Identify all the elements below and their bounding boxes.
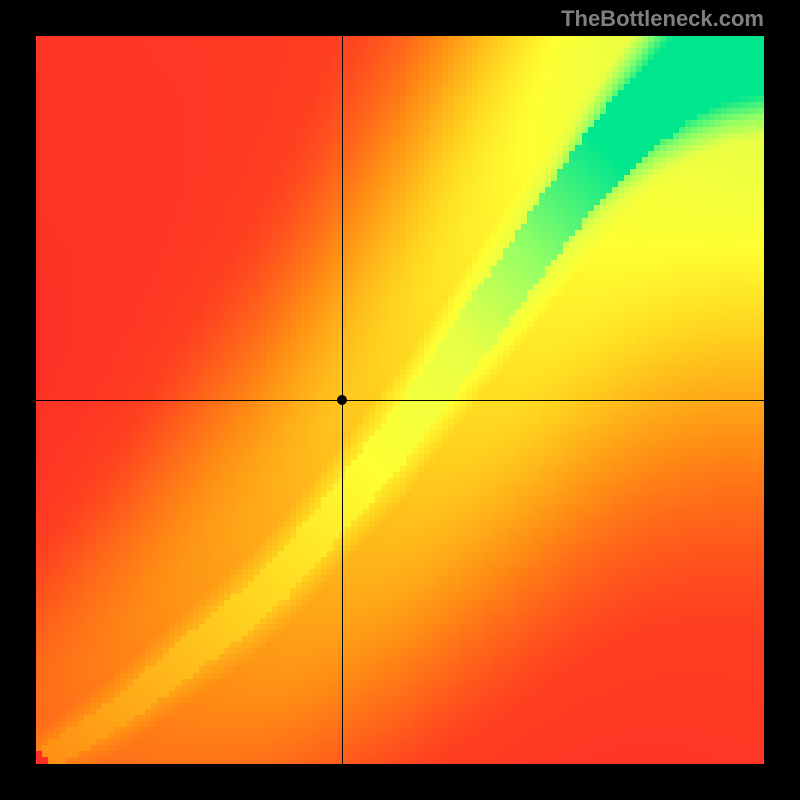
watermark-text: TheBottleneck.com: [561, 6, 764, 32]
data-point-marker: [337, 395, 347, 405]
heatmap-plot: [36, 36, 764, 764]
crosshair-horizontal: [36, 400, 764, 401]
